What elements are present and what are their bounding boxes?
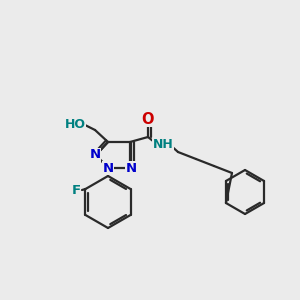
Text: N: N xyxy=(125,161,136,175)
Text: N: N xyxy=(89,148,100,161)
Text: N: N xyxy=(102,161,114,175)
Text: O: O xyxy=(142,112,154,127)
Text: F: F xyxy=(71,184,81,196)
Text: HO: HO xyxy=(64,118,86,130)
Text: NH: NH xyxy=(153,139,173,152)
